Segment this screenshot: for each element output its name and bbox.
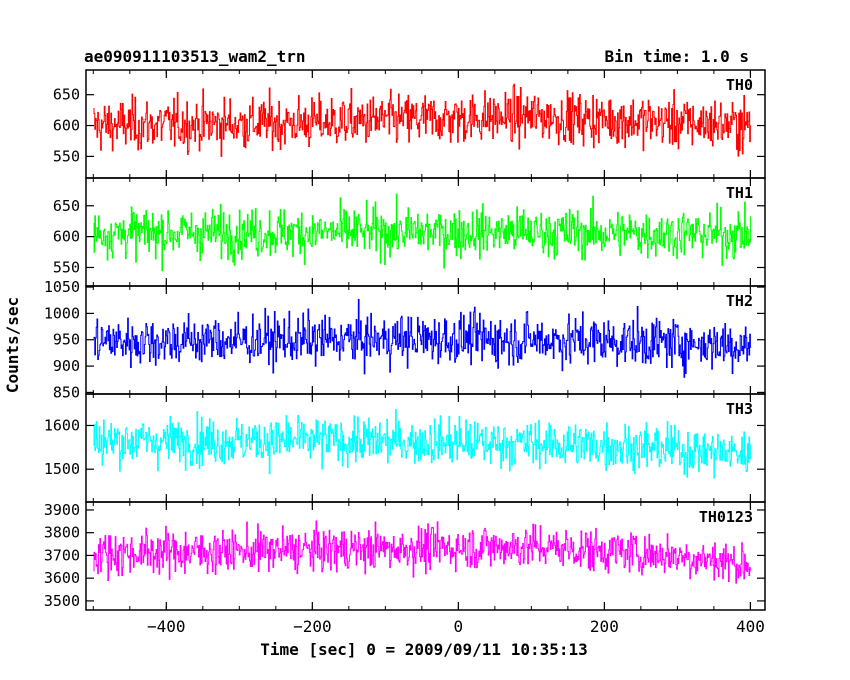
x-tick-label: 0 [454, 617, 464, 636]
y-tick-label: 900 [53, 357, 80, 375]
y-tick-label: 650 [53, 86, 80, 104]
panel-stack: 550 600 650 TH0 550 600 650 TH1 850 900 950 1000 105… [44, 69, 766, 611]
x-tick-label: 200 [590, 617, 619, 636]
y-tick-label: 3600 [44, 569, 80, 587]
panel-label: TH3 [726, 400, 753, 418]
panel-th3: 1500 1600 TH3 [44, 393, 766, 503]
x-axis-label: Time [sec] 0 = 2009/09/11 10:35:13 [260, 640, 588, 659]
y-tick-label: 850 [53, 383, 80, 401]
panel-label: TH0123 [699, 508, 753, 526]
y-tick-label: 550 [53, 258, 80, 276]
y-tick-label: 1500 [44, 460, 80, 478]
bin-time-label: Bin time: 1.0 s [605, 47, 750, 66]
series-line-th2 [93, 298, 752, 378]
y-tick-label: 1050 [44, 278, 80, 296]
series-line-th0123 [93, 520, 752, 584]
y-axis-label: Counts/sec [3, 297, 22, 393]
panel-label: TH2 [726, 292, 753, 310]
chart-title: ae090911103513_wam2_trn [84, 47, 306, 66]
series-line-th3 [93, 409, 752, 479]
y-tick-label: 950 [53, 331, 80, 349]
x-axis: −400 −200 0 200 400 [147, 617, 765, 636]
y-tick-label: 600 [53, 228, 80, 246]
panel-th0: 550 600 650 TH0 [53, 69, 766, 179]
y-tick-label: 3900 [44, 501, 80, 519]
series-line-th1 [93, 193, 752, 272]
y-tick-label: 3500 [44, 592, 80, 610]
panel-th1: 550 600 650 TH1 [53, 177, 766, 287]
panel-th0123: 3500 3600 3700 3800 3900 TH0123 [44, 501, 766, 611]
x-tick-label: 400 [736, 617, 765, 636]
x-tick-label: −400 [147, 617, 186, 636]
y-tick-label: 1000 [44, 304, 80, 322]
y-tick-label: 650 [53, 197, 80, 215]
series-line-th0 [93, 83, 752, 157]
y-tick-label: 600 [53, 117, 80, 135]
x-tick-label: −200 [293, 617, 332, 636]
y-tick-label: 1600 [44, 416, 80, 434]
y-tick-label: 3700 [44, 546, 80, 564]
panel-th2: 850 900 950 1000 1050 TH2 [44, 278, 766, 401]
panel-label: TH0 [726, 76, 753, 94]
y-tick-label: 3800 [44, 524, 80, 542]
y-tick-label: 550 [53, 147, 80, 165]
panel-label: TH1 [726, 184, 753, 202]
